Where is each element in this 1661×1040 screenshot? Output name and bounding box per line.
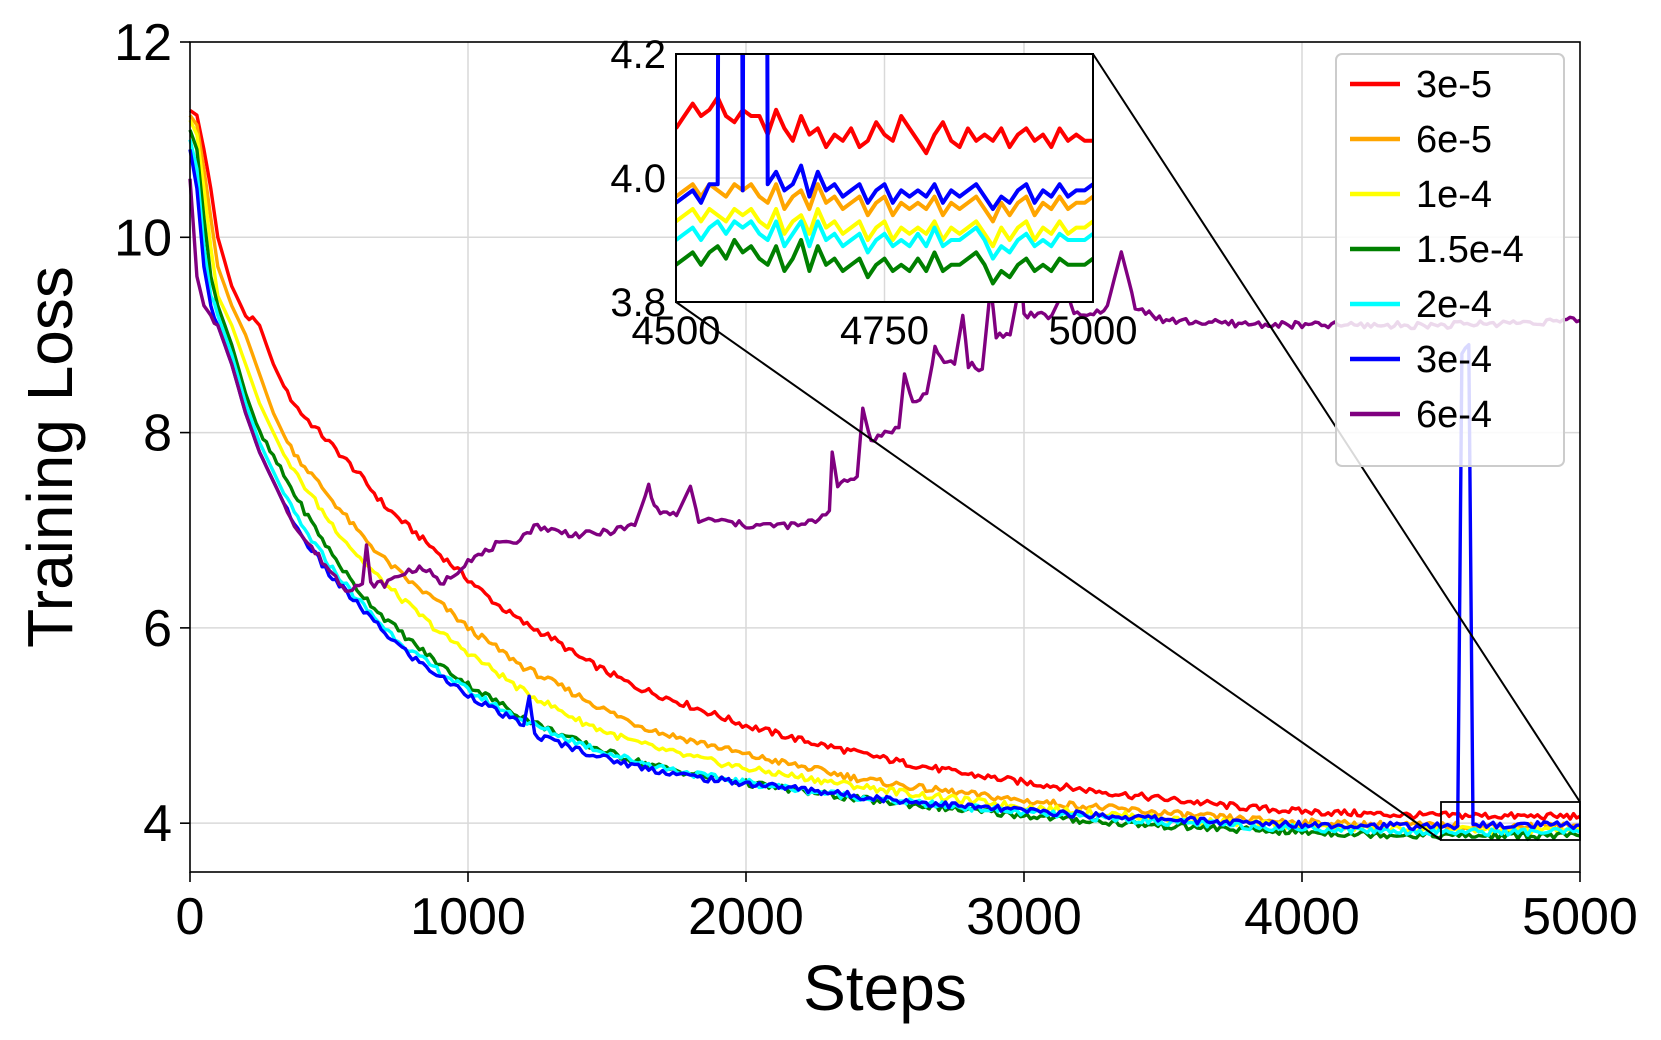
series-line-3e-4 [188, 149, 1581, 832]
inset-x-tick-label: 5000 [1049, 309, 1138, 353]
inset-series-line-6e-5 [676, 182, 1093, 224]
legend: 3e-5 6e-5 1e-4 1.5e-4 2e-4 3e-4 6e-4 [1335, 53, 1565, 467]
x-tick-label: 3000 [966, 888, 1082, 946]
inset-series-line-1e-4 [676, 207, 1093, 249]
legend-label-6e-4: 6e-4 [1416, 394, 1492, 436]
y-axis-label: Training Loss [14, 266, 86, 648]
x-tick-label: 1000 [410, 888, 526, 946]
y-tick-label: 10 [114, 209, 172, 267]
x-tick-label: 4000 [1244, 888, 1360, 946]
main-series-group [188, 108, 1582, 841]
inset-y-tick-label: 4.0 [610, 157, 666, 201]
series-line-6e-5 [188, 114, 1581, 832]
legend-label-1.5e-4: 1.5e-4 [1416, 229, 1524, 271]
inset-x-tick-label: 4500 [632, 309, 721, 353]
x-tick-label: 0 [176, 888, 205, 946]
series-line-3e-5 [189, 108, 1581, 821]
y-tick-label: 8 [143, 405, 172, 463]
y-tick-label: 12 [114, 14, 172, 72]
main-ticks: 0 1000 2000 3000 4000 5000 4 6 8 10 12 [114, 14, 1638, 946]
inset-series-group [676, 54, 1093, 286]
zoom-connector-left [675, 301, 1442, 841]
x-axis-label: Steps [803, 952, 967, 1024]
x-tick-label: 5000 [1522, 888, 1638, 946]
zoom-region-box [1440, 801, 1581, 841]
inset-series-clip [676, 54, 1093, 286]
inset-y-tick-label: 3.8 [610, 281, 666, 325]
legend-box [1335, 53, 1565, 467]
main-plot-frame [189, 41, 1581, 873]
legend-label-3e-5: 3e-5 [1416, 64, 1492, 106]
legend-label-1e-4: 1e-4 [1416, 174, 1492, 216]
inset-ticks: 4500 4750 5000 3.8 4.0 4.2 [610, 33, 1137, 353]
legend-label-6e-5: 6e-5 [1416, 119, 1492, 161]
legend-label-2e-4: 2e-4 [1416, 284, 1492, 326]
y-tick-label: 6 [143, 600, 172, 658]
inset-series-line-3e-4 [676, 54, 1093, 211]
y-tick-label: 4 [143, 795, 172, 853]
inset-y-tick-label: 4.2 [610, 33, 666, 77]
inset-series-line-1.5e-4 [676, 238, 1093, 286]
legend-label-3e-4: 3e-4 [1416, 339, 1492, 381]
x-tick-label: 2000 [688, 888, 804, 946]
inset-series-line-3e-5 [676, 95, 1093, 156]
inset-frame [675, 53, 1094, 303]
inset-series-line-2e-4 [676, 219, 1093, 261]
inset-x-tick-label: 4750 [840, 309, 929, 353]
